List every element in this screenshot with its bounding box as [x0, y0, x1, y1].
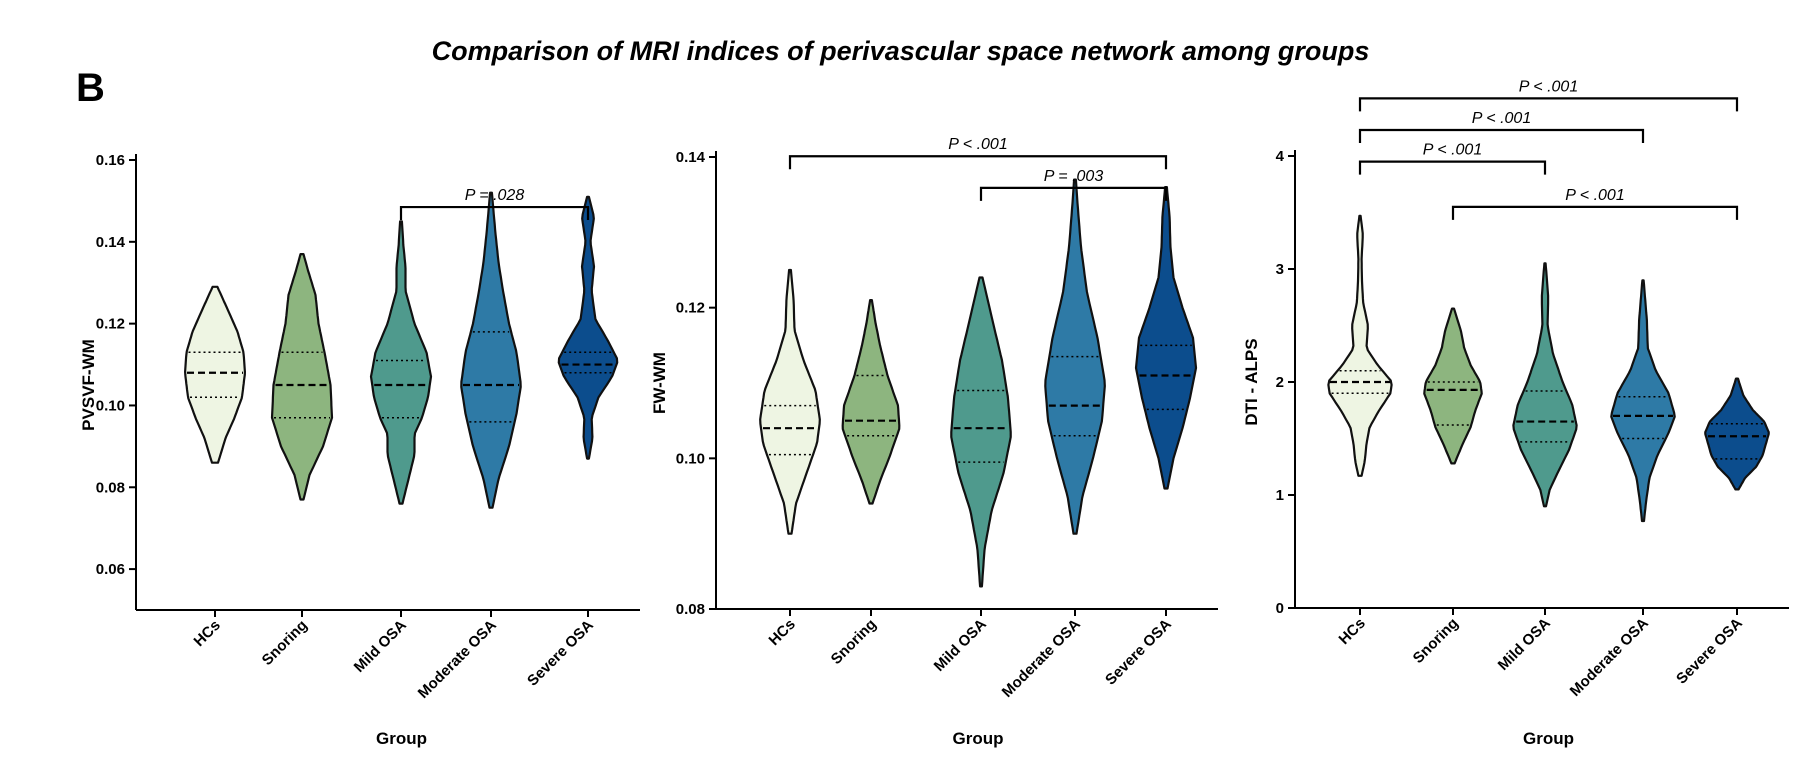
x-tick-label: Severe OSA	[1102, 616, 1175, 689]
x-tick-label: HCs	[191, 617, 224, 650]
violin-body	[1327, 214, 1393, 477]
violin-body	[184, 285, 246, 464]
chart-panel-alps: 0 1 2 3 4 DTI - ALPS Group HCs Snoring Mild OSA Mo…	[1242, 78, 1789, 748]
violin-mild-osa	[950, 276, 1012, 588]
x-tick-label: HCs	[1336, 615, 1369, 648]
violin-body	[1423, 307, 1483, 465]
bracket-line	[1358, 97, 1739, 112]
violin-hcs	[1327, 214, 1393, 477]
p-value-label: P < .001	[1472, 110, 1531, 127]
violin-body	[1610, 279, 1676, 523]
violin-body	[1044, 178, 1106, 535]
violin-hcs	[759, 268, 821, 535]
y-tick-label: 3	[1276, 261, 1284, 278]
x-tick-label: HCs	[766, 616, 799, 649]
bracket-line	[788, 155, 1168, 170]
violin-body	[557, 195, 619, 460]
violin-mild-osa	[369, 220, 433, 505]
x-tick-label: Mild OSA	[351, 617, 410, 676]
y-tick-label: 4	[1276, 148, 1285, 165]
y-tick-label: 0.14	[96, 234, 126, 251]
significance-bracket: P < .001	[788, 136, 1168, 170]
x-tick-label: Moderate OSA	[999, 616, 1084, 701]
violin-snoring	[270, 253, 334, 501]
bracket-line	[979, 186, 1168, 201]
y-tick-label: 0.16	[96, 152, 125, 169]
x-axis-label: Group	[953, 729, 1004, 748]
significance-bracket: P < .001	[1358, 78, 1739, 112]
p-value-label: P < .001	[1519, 78, 1578, 95]
p-value-label: P = .028	[465, 187, 525, 204]
y-tick-label: 0.12	[676, 300, 705, 317]
bracket-line	[1451, 205, 1739, 220]
violin-moderate-osa	[460, 191, 522, 509]
violin-hcs	[184, 285, 246, 464]
x-tick-label: Moderate OSA	[415, 617, 500, 702]
x-axis-label: Group	[1523, 729, 1574, 748]
bracket-line	[1358, 128, 1645, 144]
bracket-line	[1358, 160, 1547, 175]
y-axis-label: DTI - ALPS	[1242, 338, 1261, 425]
violin-severe-osa	[1134, 186, 1198, 490]
x-tick-label: Snoring	[259, 617, 311, 669]
violin-body	[369, 220, 433, 505]
bracket-line	[399, 205, 590, 221]
p-value-label: P < .001	[1423, 142, 1482, 159]
violin-moderate-osa	[1610, 279, 1676, 523]
violin-body	[460, 191, 522, 509]
chart-panel-fw: 0.08 0.10 0.12 0.14 FW-WM Group HCs Snoring Mild…	[650, 136, 1218, 748]
x-axis-label: Group	[376, 729, 427, 748]
violin-body	[759, 268, 821, 535]
significance-bracket: P = .003	[979, 168, 1168, 201]
significance-bracket: P < .001	[1358, 110, 1645, 144]
figure-title: Comparison of MRI indices of perivascula…	[431, 36, 1370, 66]
y-tick-label: 0.14	[676, 149, 706, 166]
x-tick-label: Snoring	[828, 616, 880, 668]
violin-body	[1704, 377, 1770, 491]
significance-bracket: P < .001	[1358, 142, 1547, 175]
y-tick-label: 2	[1276, 374, 1284, 391]
violin-body	[270, 253, 334, 501]
y-tick-label: 0.10	[96, 397, 125, 414]
x-tick-label: Mild OSA	[1495, 615, 1554, 674]
y-tick-label: 0.08	[676, 601, 705, 618]
violin-snoring	[1423, 307, 1483, 465]
y-tick-label: 0.06	[96, 561, 125, 578]
violin-severe-osa	[1704, 377, 1770, 491]
violin-mild-osa	[1512, 262, 1578, 508]
panel-letter: B	[76, 66, 105, 110]
y-tick-label: 1	[1276, 487, 1284, 504]
violin-body	[1134, 186, 1198, 490]
y-tick-label: 0.10	[676, 450, 705, 467]
y-tick-label: 0.08	[96, 479, 125, 496]
x-tick-label: Snoring	[1410, 615, 1462, 667]
x-tick-label: Severe OSA	[1673, 615, 1746, 688]
y-tick-label: 0.12	[96, 316, 125, 333]
violin-body	[1512, 262, 1578, 508]
violin-moderate-osa	[1044, 178, 1106, 535]
chart-panel-pvsvf: 0.06 0.08 0.10 0.12 0.14 0.16 PVSVF-WM Group HCs…	[79, 152, 640, 748]
p-value-label: P = .003	[1044, 168, 1104, 185]
significance-bracket: P < .001	[1451, 187, 1739, 220]
violin-body	[841, 299, 901, 505]
y-axis-label: FW-WM	[650, 352, 669, 414]
violin-body	[950, 276, 1012, 588]
y-tick-label: 0	[1276, 600, 1284, 617]
significance-bracket: P = .028	[399, 187, 590, 221]
x-tick-label: Mild OSA	[931, 616, 990, 675]
violin-severe-osa	[557, 195, 619, 460]
violin-snoring	[841, 299, 901, 505]
p-value-label: P < .001	[948, 136, 1007, 153]
x-tick-label: Moderate OSA	[1567, 615, 1652, 700]
p-value-label: P < .001	[1565, 187, 1624, 204]
y-axis-label: PVSVF-WM	[79, 339, 98, 431]
x-tick-label: Severe OSA	[524, 617, 597, 690]
